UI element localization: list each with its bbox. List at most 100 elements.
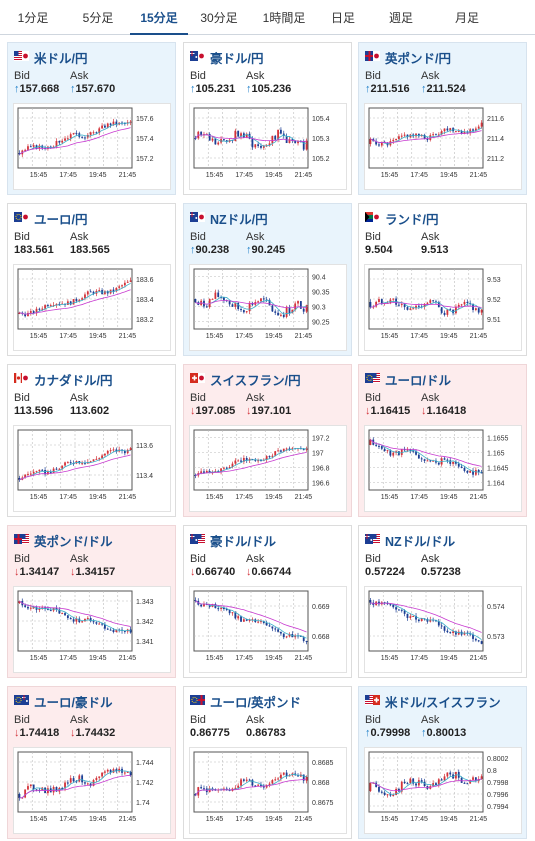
mini-candlestick-chart[interactable]: 183.6 183.4 183.2 15:45 17:45 19:45 21:45 [13, 264, 171, 351]
rate-card[interactable]: 米ドル/円 Bid Ask ↑157.668 ↑157.670 157.6 157.4 157… [7, 42, 176, 195]
rate-card[interactable]: ユーロ/ドル Bid Ask ↓1.16415 ↓1.16418 1.1655 1.165 1… [358, 364, 527, 517]
currency-pair-link[interactable]: 豪ドル/円 [210, 52, 264, 66]
currency-pair-link[interactable]: NZドル/ドル [385, 535, 456, 549]
mini-candlestick-chart[interactable]: 0.574 0.573 15:45 17:45 19:45 21:45 [364, 586, 522, 673]
candle-body [302, 308, 305, 312]
candle-body [66, 138, 69, 140]
x-tick-label: 17:45 [235, 816, 253, 823]
currency-flag-icon [14, 534, 29, 544]
rate-card[interactable]: ユーロ/豪ドル Bid Ask ↓1.74418 ↓1.74432 1.744 1.742 1… [7, 686, 176, 839]
rate-card[interactable]: 英ポンド/ドル Bid Ask ↓1.34147 ↓1.34157 1.343 1.342 1… [7, 525, 176, 678]
mini-candlestick-chart[interactable]: 197.2 197 196.8 196.6 15:45 17:45 19:45 21:45 [189, 425, 347, 512]
currency-pair-link[interactable]: スイスフラン/円 [210, 374, 301, 388]
candle-body [415, 783, 417, 786]
mini-candlestick-chart[interactable]: 0.8685 0.868 0.8675 15:45 17:45 19:45 21:45 [189, 747, 347, 834]
mini-candlestick-chart[interactable]: 105.4 105.3 105.2 15:45 17:45 19:45 21:45 [189, 103, 347, 190]
candle-body [469, 470, 472, 473]
candle-body [460, 304, 463, 306]
bid-value: 9.504 [365, 244, 393, 256]
candle-body [109, 629, 112, 631]
candle-body [228, 609, 231, 614]
candle-body [66, 301, 69, 305]
mini-candlestick-chart[interactable]: 113.6 113.4 15:45 17:45 19:45 21:45 [13, 425, 171, 512]
candle-body [455, 306, 457, 314]
candle-body [242, 619, 245, 622]
rate-card[interactable]: 英ポンド/円 Bid Ask ↑211.516 ↑211.524 211.6 211.4 21… [358, 42, 527, 195]
candle-body [242, 779, 245, 781]
currency-pair-link[interactable]: ユーロ/ドル [385, 374, 451, 388]
currency-pair-link[interactable]: 米ドル/スイスフラン [385, 696, 501, 710]
arrow-up-icon: ↑ [246, 244, 252, 256]
candle-body [112, 121, 115, 126]
candle-body [205, 471, 208, 473]
x-tick-label: 21:45 [470, 333, 488, 340]
currency-pair-link[interactable]: カナダドル/円 [34, 374, 113, 388]
candle-body [415, 451, 417, 455]
candle-body [208, 298, 211, 308]
candle-body [297, 775, 299, 777]
rate-card[interactable]: ユーロ/円 Bid Ask 183.561 183.565 183.6 183.4 183.2… [7, 203, 176, 356]
candle-body [389, 450, 392, 456]
mini-candlestick-chart[interactable]: 9.53 9.52 9.51 15:45 17:45 19:45 21:45 [364, 264, 522, 351]
candle-body [101, 455, 103, 459]
currency-pair-link[interactable]: 米ドル/円 [34, 52, 88, 66]
candle-body [435, 134, 437, 136]
candle-body [121, 285, 123, 287]
mini-candlestick-chart[interactable]: 0.669 0.668 15:45 17:45 19:45 21:45 [189, 586, 347, 673]
candle-body [29, 607, 32, 609]
rate-card[interactable]: カナダドル/円 Bid Ask 113.596 113.602 113.6 113.4 15:… [7, 364, 176, 517]
mini-candlestick-chart[interactable]: 157.6 157.4 157.2 15:45 17:45 19:45 21:45 [13, 103, 171, 190]
arrow-up-icon: ↑ [421, 727, 427, 739]
tab-timeframe[interactable]: 日足 [330, 11, 355, 25]
candle-body [480, 641, 483, 644]
rate-card[interactable]: スイスフラン/円 Bid Ask ↓197.085 ↓197.101 197.2 197 19… [183, 364, 352, 517]
mini-candlestick-chart[interactable]: 90.4 90.35 90.3 90.25 15:45 17:45 19:45 21:45 [189, 264, 347, 351]
mini-candlestick-chart[interactable]: 0.8002 0.8 0.7998 0.7996 0.7994 15:45 17:45 19:… [364, 747, 522, 834]
tab-timeframe[interactable]: 週足 [388, 11, 413, 25]
currency-pair-link[interactable]: 英ポンド/ドル [34, 535, 113, 549]
candle-body [228, 300, 231, 305]
candle-body [268, 299, 271, 306]
currency-pair-link[interactable]: ユーロ/豪ドル [34, 696, 113, 710]
candle-body [463, 782, 466, 784]
tab-timeframe[interactable]: 1時間足 [262, 11, 306, 25]
rate-card[interactable]: ランド/円 Bid Ask 9.504 9.513 9.53 9.52 9.51 15:45 17… [358, 203, 527, 356]
rate-card[interactable]: 豪ドル/円 Bid Ask ↑105.231 ↑105.236 105.4 105.3 105… [183, 42, 352, 195]
currency-pair-link[interactable]: ランド/円 [385, 213, 439, 227]
y-tick-label: 211.4 [487, 136, 504, 143]
currency-pair-link[interactable]: NZドル/円 [210, 213, 268, 227]
rate-card[interactable]: NZドル/ドル Bid Ask 0.57224 0.57238 0.574 0.573 15:… [358, 525, 527, 678]
x-tick-label: 21:45 [119, 655, 137, 662]
candle-body [282, 314, 285, 317]
tab-timeframe[interactable]: 5分足 [82, 11, 114, 25]
currency-pair-link[interactable]: 豪ドル/ドル [210, 535, 276, 549]
candle-body [268, 143, 271, 146]
rate-card[interactable]: ユーロ/英ポンド Bid Ask 0.86775 0.86783 0.8685 0.868 0… [183, 686, 352, 839]
candle-body [248, 779, 251, 781]
mini-candlestick-chart[interactable]: 211.6 211.4 211.2 15:45 17:45 19:45 21:45 [364, 103, 522, 190]
rate-card[interactable]: 米ドル/スイスフラン Bid Ask ↑0.79998 ↑0.80013 0.8002 0.… [358, 686, 527, 839]
mini-candlestick-chart[interactable]: 1.343 1.342 1.341 15:45 17:45 19:45 21:45 [13, 586, 171, 673]
rate-card[interactable]: 豪ドル/ドル Bid Ask ↓0.66740 ↓0.66744 0.669 0.668 15… [183, 525, 352, 678]
y-tick-label: 0.574 [487, 604, 505, 611]
currency-pair-link[interactable]: 英ポンド/円 [385, 52, 451, 66]
currency-pair-link[interactable]: ユーロ/英ポンド [210, 696, 301, 710]
candle-body [440, 779, 443, 781]
currency-flag-icon [365, 695, 380, 705]
mini-candlestick-chart[interactable]: 1.744 1.742 1.74 15:45 17:45 19:45 21:45 [13, 747, 171, 834]
rate-card[interactable]: NZドル/円 Bid Ask ↑90.238 ↑90.245 90.4 90.35 90.3 9… [183, 203, 352, 356]
ask-value: 9.513 [421, 244, 449, 256]
tab-timeframe[interactable]: 15分足 [130, 0, 188, 35]
ma-long-line [19, 775, 131, 799]
candle-body [95, 458, 98, 460]
tab-timeframe[interactable]: 1分足 [17, 11, 49, 25]
y-tick-label: 196.6 [312, 481, 330, 488]
bid-value: ↑90.238 [190, 244, 230, 256]
currency-pair-link[interactable]: ユーロ/円 [34, 213, 88, 227]
candle-body [480, 776, 483, 780]
tab-timeframe[interactable]: 30分足 [200, 11, 238, 25]
mini-candlestick-chart[interactable]: 1.1655 1.165 1.1645 1.164 15:45 17:45 19:45 21:… [364, 425, 522, 512]
ask-label: Ask [246, 714, 265, 726]
candle-body [265, 622, 268, 626]
tab-timeframe[interactable]: 月足 [454, 11, 479, 25]
